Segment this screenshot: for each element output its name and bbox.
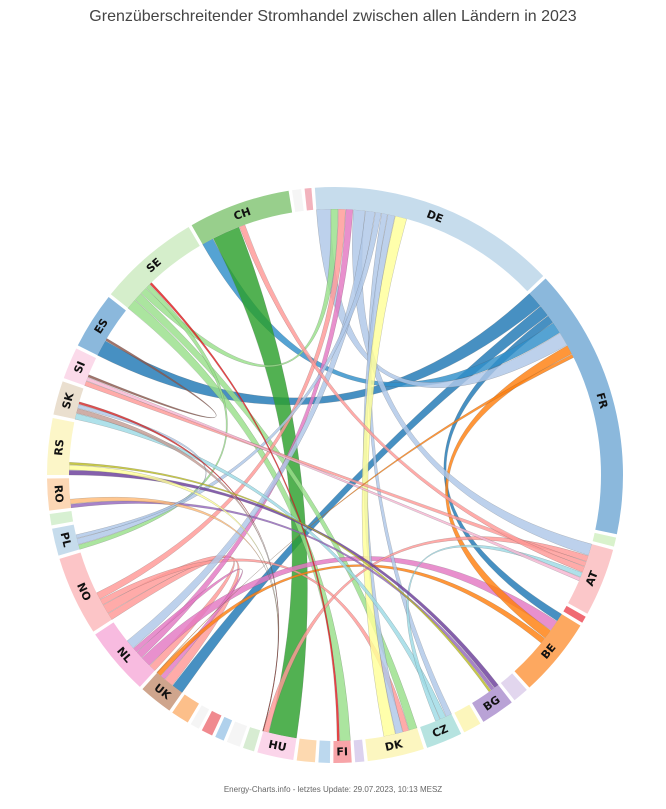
country-arc-uk[interactable] bbox=[142, 672, 183, 711]
chart-title: Grenzüberschreitender Stromhandel zwisch… bbox=[89, 8, 577, 25]
country-label-si: SI bbox=[71, 359, 88, 375]
country-arc-ro[interactable] bbox=[47, 478, 72, 511]
footer-text: Energy-Charts.info - letztes Update: 29.… bbox=[223, 785, 443, 794]
country-arc-unlabeled-21[interactable] bbox=[172, 694, 199, 723]
country-arc-nl[interactable] bbox=[95, 622, 155, 687]
country-arc-unlabeled-8[interactable] bbox=[454, 704, 481, 733]
country-arc-unlabeled-19[interactable] bbox=[201, 710, 222, 736]
country-arc-no[interactable] bbox=[59, 552, 112, 632]
country-label-pl: PL bbox=[58, 531, 74, 549]
country-label-de: DE bbox=[425, 208, 445, 226]
country-arc-unlabeled-4[interactable] bbox=[563, 605, 586, 623]
country-label-rs: RS bbox=[52, 439, 67, 457]
country-arc-unlabeled-17[interactable] bbox=[226, 721, 248, 747]
country-arc-unlabeled-20[interactable] bbox=[190, 705, 210, 729]
country-arc-hu[interactable] bbox=[257, 731, 297, 760]
country-arc-unlabeled-11[interactable] bbox=[353, 739, 365, 763]
country-label-ro: RO bbox=[52, 484, 66, 503]
ribbon-sk-hu bbox=[76, 408, 280, 732]
country-label-at: AT bbox=[583, 569, 601, 588]
ribbon-se-pl bbox=[78, 284, 228, 550]
country-arc-pl[interactable] bbox=[52, 524, 80, 556]
country-arc-bg[interactable] bbox=[472, 684, 512, 722]
country-arc-unlabeled-6[interactable] bbox=[500, 673, 527, 701]
ribbon-uk-fr bbox=[156, 353, 574, 674]
country-label-dk: DK bbox=[384, 737, 404, 754]
country-arc-se[interactable] bbox=[110, 226, 200, 309]
country-arc-rs[interactable] bbox=[47, 417, 75, 476]
country-arc-unlabeled-16[interactable] bbox=[243, 727, 261, 752]
ribbon-fr-de bbox=[316, 208, 568, 389]
country-label-ch: CH bbox=[232, 205, 253, 223]
country-arc-unlabeled-13[interactable] bbox=[318, 740, 331, 763]
ribbon-rs-hu bbox=[68, 464, 279, 732]
ribbon-ro-hu bbox=[69, 496, 279, 732]
ribbon-no-de bbox=[96, 208, 346, 600]
country-arc-unlabeled-34[interactable] bbox=[291, 189, 304, 212]
country-arc-dk[interactable] bbox=[365, 728, 424, 762]
country-arc-sk[interactable] bbox=[53, 381, 84, 420]
country-arc-be[interactable] bbox=[514, 614, 581, 688]
ribbon-at-ch bbox=[239, 224, 585, 573]
country-arc-unlabeled-2[interactable] bbox=[592, 532, 617, 547]
country-arc-si[interactable] bbox=[63, 348, 97, 386]
country-arc-fr[interactable] bbox=[529, 278, 623, 535]
country-arc-at[interactable] bbox=[568, 544, 614, 614]
ribbon-nl-de bbox=[136, 208, 354, 658]
country-arc-unlabeled-35[interactable] bbox=[304, 187, 314, 211]
ribbon-no-dk bbox=[99, 558, 410, 733]
country-arc-fi[interactable] bbox=[333, 740, 352, 763]
country-arc-unlabeled-18[interactable] bbox=[215, 716, 233, 741]
country-label-fr: FR bbox=[593, 391, 610, 410]
country-arc-ch[interactable] bbox=[191, 190, 293, 245]
country-label-fi: FI bbox=[336, 745, 348, 758]
country-label-sk: SK bbox=[60, 391, 77, 411]
country-arc-de[interactable] bbox=[314, 187, 544, 292]
ribbon-cz-at bbox=[406, 544, 583, 722]
country-arc-unlabeled-26[interactable] bbox=[49, 511, 74, 526]
ribbon-be-uk bbox=[156, 564, 546, 677]
ribbon-bg-rs bbox=[68, 470, 499, 689]
ribbons-layer bbox=[68, 208, 593, 742]
ribbon-nl-be bbox=[141, 556, 558, 666]
country-arc-es[interactable] bbox=[77, 296, 126, 356]
country-arcs-layer bbox=[47, 187, 623, 763]
country-arc-unlabeled-14[interactable] bbox=[296, 738, 317, 763]
country-label-hu: HU bbox=[267, 738, 287, 754]
ribbon-fr-be bbox=[443, 315, 563, 622]
country-label-cz: CZ bbox=[430, 722, 450, 740]
country-arc-cz[interactable] bbox=[420, 714, 462, 748]
